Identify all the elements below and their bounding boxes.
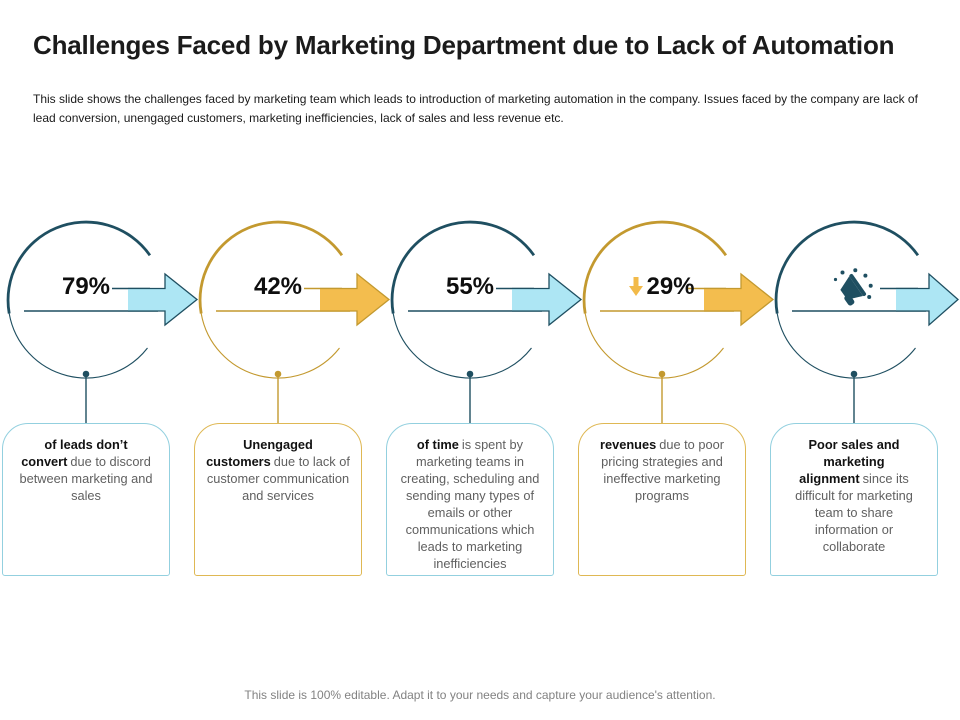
footer-note: This slide is 100% editable. Adapt it to…: [244, 688, 716, 702]
process-diagram: [6, 220, 959, 425]
challenge-highlight: of time: [416, 437, 459, 452]
challenge-highlight: of leads don’t convert: [21, 437, 128, 470]
challenge-description: due to lack of customer communication an…: [206, 454, 350, 504]
challenge-card-2: Unengaged customers due to lack of custom…: [194, 423, 362, 576]
down-arrow-icon: [629, 277, 644, 296]
right-arrow-icon: [320, 272, 391, 327]
slide-description: This slide shows the challenges faced by…: [33, 92, 918, 125]
stat-value-2: 42%: [253, 273, 303, 300]
challenge-highlight: Unengaged customers: [206, 437, 313, 470]
challenge-card-5: Poor sales and marketing alignment since …: [770, 423, 938, 576]
stat-value-3: 55%: [445, 273, 495, 300]
page-title: Challenges Faced by Marketing Department…: [33, 30, 895, 60]
right-arrow-icon: [512, 272, 583, 327]
challenge-node-5: [774, 220, 959, 425]
challenge-highlight: Poor sales and marketing alignment: [799, 437, 900, 487]
challenge-description: due to discord between marketing and sal…: [19, 454, 153, 504]
challenge-card-4: revenues due to poor pricing strategies a…: [578, 423, 746, 576]
megaphone-icon: [833, 268, 873, 306]
stat-value-4-text: 29%: [646, 273, 695, 300]
challenge-highlight: revenues: [600, 437, 657, 452]
challenge-node-1: [6, 220, 199, 425]
challenge-node-4: [582, 220, 775, 425]
challenge-card-1: of leads don’t convert due to discord bet…: [2, 423, 170, 576]
challenge-card-3: of time is spent by marketing teams in cr…: [386, 423, 554, 576]
challenge-node-3: [390, 220, 583, 425]
challenge-description: is spent by marketing teams in creating,…: [400, 437, 540, 572]
right-arrow-icon: [128, 272, 199, 327]
challenge-description: since its difficult for marketing team t…: [795, 471, 913, 555]
challenge-node-2: [198, 220, 391, 425]
right-arrow-icon: [704, 272, 775, 327]
right-arrow-icon: [896, 272, 959, 327]
stat-value-1: 79%: [61, 273, 111, 300]
stat-value-4: 29%: [602, 272, 722, 302]
challenge-description: due to poor pricing strategies and ineff…: [601, 437, 724, 504]
